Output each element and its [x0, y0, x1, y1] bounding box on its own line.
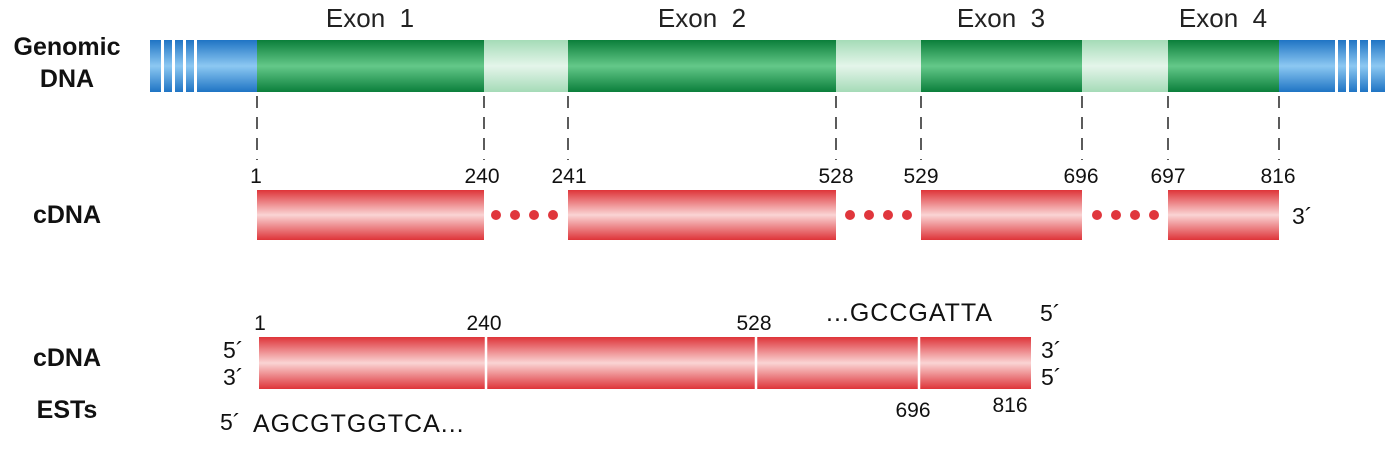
seq-bottom-five-prime: 5´ — [220, 409, 240, 435]
seq-bottom: AGCGTGGTCA... — [253, 410, 465, 438]
boundary-num-816: 816 — [1260, 165, 1295, 188]
cdna-bottom-label: cDNA — [33, 344, 101, 372]
exon-4-block — [1168, 40, 1279, 92]
genomic-dna-bar — [150, 40, 1385, 92]
pos-240-label: 240 — [466, 312, 501, 335]
ests-label: ESTs — [37, 396, 98, 424]
intron-2-block — [836, 40, 921, 92]
cdna-top-label: cDNA — [33, 201, 101, 229]
exon-1-block — [257, 40, 484, 92]
right-five-prime: 5´ — [1041, 364, 1061, 390]
utr-right-stripes — [1335, 40, 1371, 92]
boundary-num-528: 528 — [818, 165, 853, 188]
utr-left-stripes — [161, 40, 197, 92]
boundary-num-529: 529 — [903, 165, 938, 188]
seq-top-five-prime: 5´ — [1040, 300, 1060, 326]
pos-816-label: 816 — [992, 394, 1027, 417]
boundary-num-240: 240 — [464, 165, 499, 188]
utr-left — [150, 40, 257, 92]
boundary-num-697: 697 — [1150, 165, 1185, 188]
genomic-label-line1: Genomic — [14, 33, 121, 61]
exon-1-label: Exon 1 — [326, 3, 414, 33]
cdna-exon-3-segment — [921, 190, 1082, 240]
full-cdna-bar — [259, 337, 1031, 389]
pos-696-label: 696 — [895, 399, 930, 422]
pos-1-label: 1 — [254, 312, 266, 335]
exon-3-label: Exon 3 — [957, 3, 1045, 33]
exon-4-label: Exon 4 — [1179, 3, 1267, 33]
exon-2-block — [568, 40, 836, 92]
boundary-num-696: 696 — [1063, 165, 1098, 188]
utr-right — [1279, 40, 1385, 92]
cdna-junction-dots — [491, 210, 1159, 220]
exon-2-label: Exon 2 — [658, 3, 746, 33]
full-cdna-rect — [259, 337, 1031, 389]
boundary-num-1: 1 — [250, 165, 262, 188]
intron-3-block — [1082, 40, 1168, 92]
boundary-num-241: 241 — [551, 165, 586, 188]
left-three-prime: 3´ — [223, 364, 243, 390]
cdna-exon-segments — [257, 190, 1279, 240]
cdna-top-three-prime: 3´ — [1292, 203, 1312, 229]
cdna-exon-4-segment — [1168, 190, 1279, 240]
cdna-exon-1-segment — [257, 190, 484, 240]
seq-top: ...GCCGATTA — [826, 299, 993, 327]
intron-1-block — [484, 40, 568, 92]
pos-528-label: 528 — [736, 312, 771, 335]
cdna-exon-2-segment — [568, 190, 836, 240]
genomic-label-line2: DNA — [40, 65, 94, 93]
right-three-prime: 3´ — [1041, 337, 1061, 363]
left-five-prime: 5´ — [223, 337, 243, 363]
exon-boundary-dashed-lines — [256, 96, 1280, 160]
exon-3-block — [921, 40, 1082, 92]
